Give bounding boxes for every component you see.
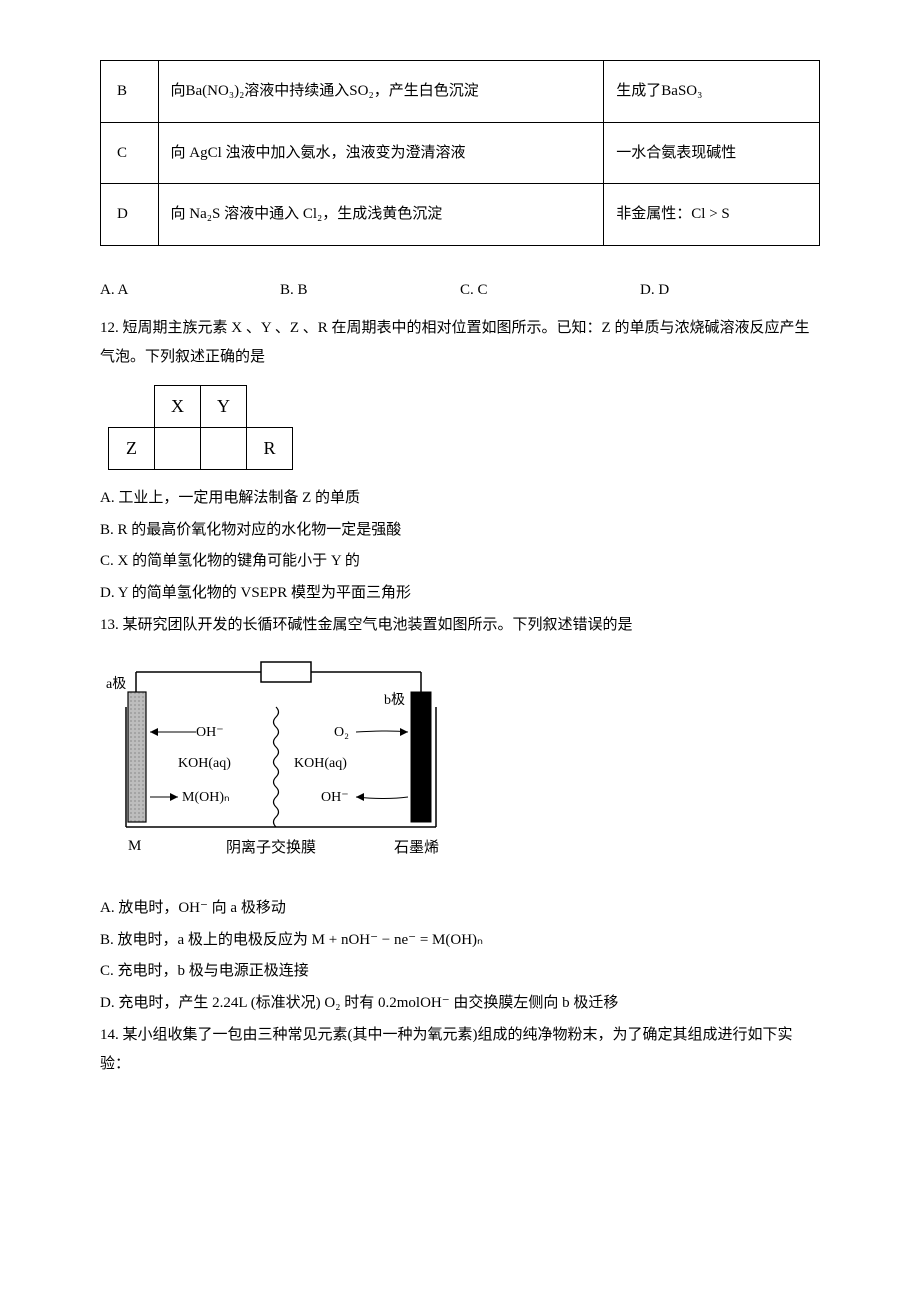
grid-cell-empty-b (201, 428, 247, 470)
grid-cell-empty (247, 386, 293, 428)
table-row: D 向 Na₂S 溶液中通入 Cl₂，生成浅黄色沉淀 非金属性：Cl > S (101, 184, 820, 246)
grid-cell-empty-b (155, 428, 201, 470)
row-label: D (101, 184, 159, 246)
q12-option-c: C. X 的简单氢化物的键角可能小于 Y 的 (100, 547, 820, 576)
option-b: B. B (280, 276, 460, 305)
q14-stem: 14. 某小组收集了一包由三种常见元素(其中一种为氧元素)组成的纯净物粉末，为了… (100, 1021, 820, 1078)
q13-option-a: A. 放电时，OH⁻ 向 a 极移动 (100, 894, 820, 923)
q11-options: A. A B. B C. C D. D (100, 276, 820, 305)
row-conclusion: 非金属性：Cl > S (604, 184, 820, 246)
oh-label-left: OH⁻ (196, 725, 224, 740)
koh-label-left: KOH(aq) (178, 756, 231, 771)
option-c: C. C (460, 276, 640, 305)
option-d: D. D (640, 276, 820, 305)
grid-cell-y: Y (201, 386, 247, 428)
q13-option-b: B. 放电时，a 极上的电极反应为 M + nOH⁻ − ne⁻ = M(OH)… (100, 926, 820, 955)
graphene-label: 石墨烯 (394, 839, 439, 856)
koh-label-right: KOH(aq) (294, 756, 347, 771)
table-row: B 向Ba(NO₃)₂溶液中持续通入SO₂，产生白色沉淀 生成了BaSO₃ (101, 61, 820, 123)
q12-option-b: B. R 的最高价氧化物对应的水化物一定是强酸 (100, 516, 820, 545)
row-experiment: 向Ba(NO₃)₂溶液中持续通入SO₂，产生白色沉淀 (158, 61, 604, 123)
q13-battery-diagram: a极 b极 OH⁻ KOH(aq) M(OH)ₙ O₂ KOH(aq) OH⁻ … (106, 652, 466, 883)
mohn-label: M(OH)ₙ (182, 790, 230, 805)
m-label: M (128, 838, 141, 854)
q12-periodic-grid: X Y Z R (108, 385, 293, 470)
b-electrode-label: b极 (384, 692, 405, 708)
q13-stem: 13. 某研究团队开发的长循环碱性金属空气电池装置如图所示。下列叙述错误的是 (100, 611, 820, 640)
grid-cell-r: R (247, 428, 293, 470)
row-conclusion: 一水合氨表现碱性 (604, 122, 820, 184)
q13-option-c: C. 充电时，b 极与电源正极连接 (100, 957, 820, 986)
grid-cell-x: X (155, 386, 201, 428)
row-experiment: 向 Na₂S 溶液中通入 Cl₂，生成浅黄色沉淀 (158, 184, 604, 246)
row-label: C (101, 122, 159, 184)
membrane-label: 阴离子交换膜 (226, 838, 316, 856)
row-experiment: 向 AgCl 浊液中加入氨水，浊液变为澄清溶液 (158, 122, 604, 184)
a-electrode-label: a极 (106, 676, 126, 692)
q12-option-a: A. 工业上，一定用电解法制备 Z 的单质 (100, 484, 820, 513)
oh-label-right: OH⁻ (321, 790, 349, 805)
q11-table: B 向Ba(NO₃)₂溶液中持续通入SO₂，产生白色沉淀 生成了BaSO₃ C … (100, 60, 820, 246)
q12-option-d: D. Y 的简单氢化物的 VSEPR 模型为平面三角形 (100, 579, 820, 608)
row-conclusion: 生成了BaSO₃ (604, 61, 820, 123)
q12-stem: 12. 短周期主族元素 X 、Y 、Z 、R 在周期表中的相对位置如图所示。已知… (100, 314, 820, 371)
q13-option-d: D. 充电时，产生 2.24L (标准状况) O₂ 时有 0.2molOH⁻ 由… (100, 989, 820, 1018)
o2-label: O₂ (334, 725, 349, 740)
grid-cell-empty (109, 386, 155, 428)
row-label: B (101, 61, 159, 123)
grid-cell-z: Z (109, 428, 155, 470)
option-a: A. A (100, 276, 280, 305)
battery-svg: a极 b极 OH⁻ KOH(aq) M(OH)ₙ O₂ KOH(aq) OH⁻ … (106, 652, 466, 872)
table-row: C 向 AgCl 浊液中加入氨水，浊液变为澄清溶液 一水合氨表现碱性 (101, 122, 820, 184)
